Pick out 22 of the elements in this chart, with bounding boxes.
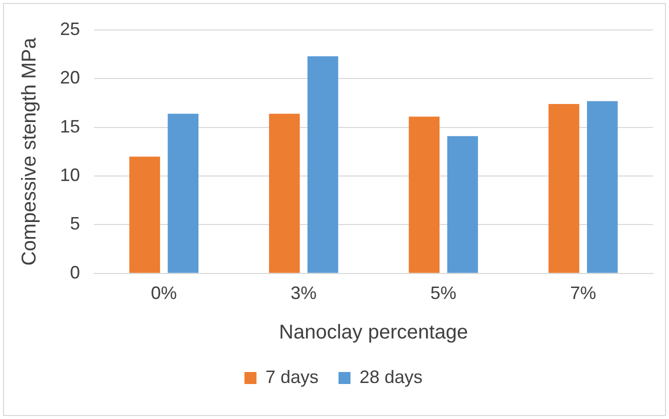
bar xyxy=(168,114,198,273)
x-tick-label: 5% xyxy=(430,283,456,304)
bar xyxy=(129,156,160,273)
y-tick-label: 20 xyxy=(60,68,80,88)
bar xyxy=(548,104,580,273)
y-tick-label: 10 xyxy=(60,165,80,186)
y-tick-label: 0 xyxy=(70,262,80,282)
bar xyxy=(447,136,478,273)
legend-label: 7 days xyxy=(265,366,319,387)
bar xyxy=(408,116,440,273)
x-tick-label: 3% xyxy=(290,283,317,304)
x-tick-label: 0% xyxy=(150,283,177,304)
y-tick-label: 15 xyxy=(60,116,80,136)
bar xyxy=(307,56,338,273)
x-axis-title: Nanoclay percentage xyxy=(279,322,468,344)
y-axis-title: Compessive stength MPa xyxy=(18,36,41,266)
y-tick-label: 25 xyxy=(60,18,80,39)
y-tick-label: 5 xyxy=(70,214,80,234)
x-tick-label: 7% xyxy=(570,283,596,304)
legend-label: 28 days xyxy=(359,366,423,387)
bar xyxy=(586,101,618,273)
bar xyxy=(269,114,300,273)
